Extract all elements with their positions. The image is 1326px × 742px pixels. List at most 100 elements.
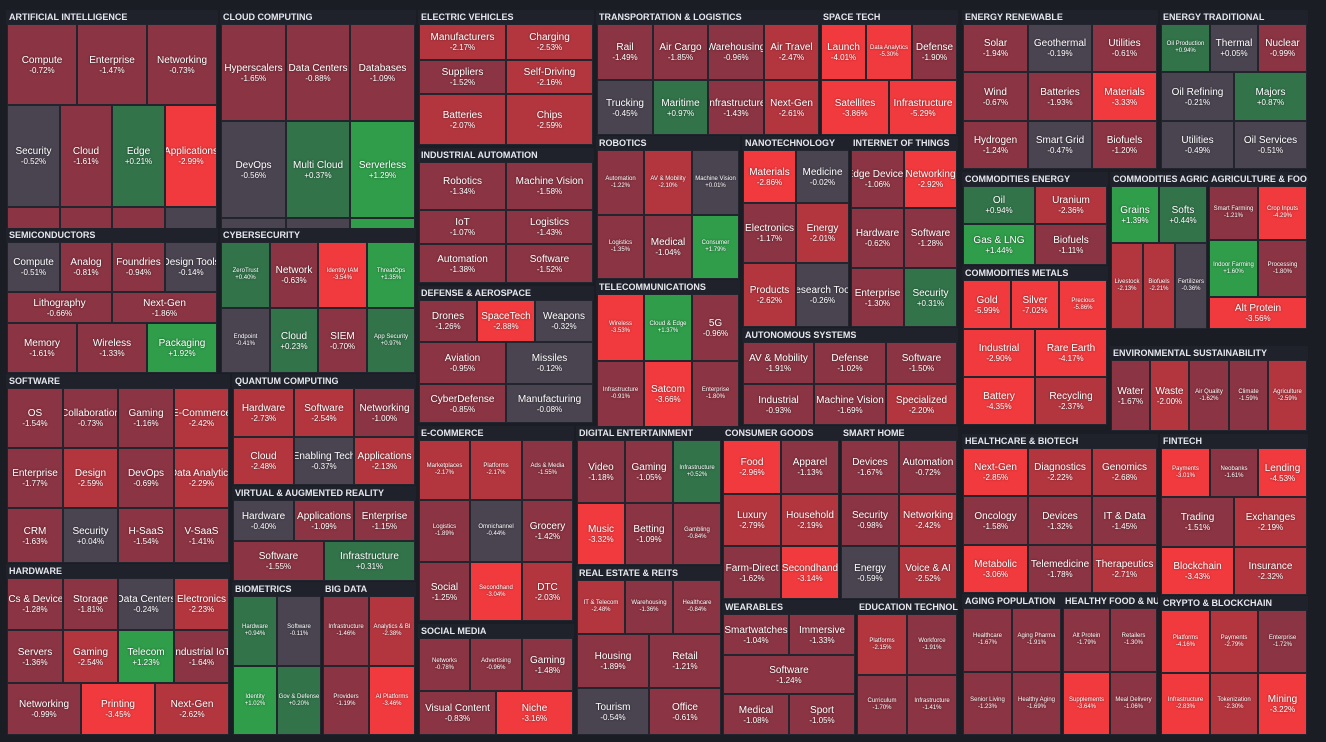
tile-precious[interactable]: Precious -5.86% [1059,280,1107,329]
tile-networking[interactable]: Networking -2.92% [904,150,957,208]
tile-analytics-and-bi[interactable]: Analytics & BI -2.38% [369,596,415,666]
tile-design[interactable]: Design -2.59% [63,448,118,508]
tile-smart-farming[interactable]: Smart Farming -1.21% [1209,186,1258,240]
tile-gold[interactable]: Gold -5.99% [963,280,1011,329]
tile-ads-and-search[interactable]: Ads & Search-1.04% [7,207,60,228]
tile-dtc[interactable]: DTC -2.03% [522,562,573,621]
tile-enterprise[interactable]: Enterprise -1.77% [7,448,63,508]
tile-enterprise[interactable]: Enterprise -1.47% [77,24,147,105]
tile-edge-devices[interactable]: Edge Devices-1.06% [851,150,904,208]
tile-blockchain[interactable]: Blockchain -3.43% [1161,547,1234,595]
tile-housing[interactable]: Housing -1.89% [577,634,649,688]
tile-paas[interactable]: PaaS-0.52% [286,218,350,228]
tile-energy[interactable]: Energy -2.01% [796,203,849,263]
tile-lending[interactable]: Lending -4.53% [1258,448,1307,497]
tile-security[interactable]: Security +0.04% [63,508,118,563]
tile-devops[interactable]: DevOps -0.56% [221,121,286,218]
tile-retailers[interactable]: Retailers -1.30% [1110,608,1157,672]
tile-identity-iam[interactable]: Identity IAM -3.54% [318,242,367,308]
sector-title[interactable]: SEMICONDUCTORS [6,228,218,242]
tile-missiles[interactable]: Missiles -0.12% [506,342,593,384]
tile-spacetech[interactable]: SpaceTech -2.88% [477,300,535,342]
tile-waste[interactable]: Waste -2.00% [1150,360,1189,431]
tile-oil-production[interactable]: Oil Production +0.94% [1161,24,1210,72]
tile-specialized[interactable]: Specialized -2.20% [886,384,957,425]
tile-aviation[interactable]: Aviation -0.95% [419,342,506,384]
tile-databases[interactable]: Databases -1.09% [350,24,415,121]
sector-title[interactable]: SOFTWARE [6,374,230,388]
tile-5g[interactable]: 5G -0.96% [692,294,739,361]
tile-iot[interactable]: IoT -1.07% [419,210,506,244]
tile-secondhand[interactable]: Secondhand -3.14% [781,546,839,599]
tile-healthy-aging[interactable]: Healthy Aging -1.69% [1012,672,1061,735]
tile-threatops[interactable]: ThreatOps +1.35% [367,242,415,308]
sector-title[interactable]: CYBERSECURITY [220,228,416,242]
tile-design-tools[interactable]: Design Tools -0.14% [165,242,217,292]
tile-chips[interactable]: Chips -2.59% [506,94,593,145]
tile-hardware[interactable]: Hardware -0.62% [851,208,904,268]
tile-self-driving[interactable]: Self-Driving -2.16% [506,60,593,94]
tile-v-saas[interactable]: V-SaaS -1.41% [174,508,229,563]
sector-title[interactable]: COMMODITIES AGRIC [1110,172,1208,186]
tile-weapons[interactable]: Weapons -0.32% [535,300,593,342]
tile-payments[interactable]: Payments -3.01% [1161,448,1210,497]
tile-next-gen[interactable]: Next-Gen -1.86% [112,292,217,323]
tile-tourism[interactable]: Tourism -0.54% [577,688,649,735]
tile-network[interactable]: Network -0.63% [270,242,318,308]
tile-automation[interactable]: Automation -1.38% [419,244,506,283]
tile-automation[interactable]: Automation -1.22% [597,150,644,215]
tile-water[interactable]: Water -1.67% [1111,360,1150,431]
tile-models[interactable]: Models-1.32% [60,207,112,228]
tile-aging-pharma[interactable]: Aging Pharma -1.91% [1012,608,1061,672]
tile-climate[interactable]: Climate -1.59% [1229,360,1268,431]
tile-payments[interactable]: Payments -2.79% [1210,610,1258,673]
tile-manufacturers[interactable]: Manufacturers -2.17% [419,24,506,60]
tile-logistics[interactable]: Logistics -1.35% [597,215,644,279]
sector-title[interactable]: HEALTHCARE & BIOTECH [962,434,1158,448]
sector-title[interactable]: ENVIRONMENTAL SUSTAINABILITY [1110,346,1308,360]
tile-servers[interactable]: Servers -1.36% [7,630,63,683]
tile-rail[interactable]: Rail -1.49% [597,24,653,80]
tile-biofuels[interactable]: Biofuels -1.11% [1035,224,1107,265]
tile-data-analytics[interactable]: Data Analytics -5.30% [866,24,912,80]
tile-senior-living[interactable]: Senior Living -1.23% [963,672,1012,735]
tile-multi-cloud[interactable]: Multi Cloud +0.37% [286,121,350,218]
tile-devices[interactable]: Devices -1.67% [841,440,899,494]
tile-food[interactable]: Food -2.96% [723,440,781,494]
tile-identity[interactable]: Identity +1.02% [233,666,277,735]
tile-infrastructure[interactable]: Infrastructure +0.52% [673,440,721,503]
tile-batteries[interactable]: Batteries -1.93% [1028,72,1092,121]
tile-networking[interactable]: Networking -0.99% [7,683,81,735]
tile-networks[interactable]: Networks -0.78% [419,638,470,691]
tile-cloud[interactable]: Cloud -2.48% [233,437,294,485]
tile-gaming[interactable]: Gaming -1.05% [625,440,673,503]
tile-oil-services[interactable]: Oil Services -0.51% [1234,121,1307,169]
tile-energy[interactable]: Energy -0.59% [841,546,899,599]
tile-metabolic[interactable]: Metabolic -3.06% [963,545,1028,593]
tile-it-and-telecom[interactable]: IT & Telecom -2.48% [577,580,625,634]
tile-industrial[interactable]: Industrial -0.93% [743,384,814,425]
tile-compute[interactable]: Compute -0.51% [7,242,60,292]
tile-therapeutics[interactable]: Therapeutics -2.71% [1092,545,1157,593]
sector-title[interactable]: BIOMETRICS [232,582,322,596]
tile-healthcare[interactable]: Healthcare -0.84% [673,580,721,634]
tile-devops[interactable]: DevOps -0.69% [118,448,174,508]
tile-biofuels[interactable]: Biofuels -1.20% [1092,121,1157,169]
tile-next-gen[interactable]: Next-Gen -2.61% [764,80,819,135]
tile-security[interactable]: Security -0.98% [841,494,899,546]
tile-av-and-mobility[interactable]: AV & Mobility -1.91% [743,342,814,384]
tile-crop-inputs[interactable]: Crop Inputs -4.29% [1258,186,1307,240]
tile-immersive[interactable]: Immersive -1.33% [789,614,855,655]
tile-automation[interactable]: Automation -0.72% [899,440,957,494]
tile-warehousing[interactable]: Warehousing -0.96% [708,24,764,80]
tile-softs[interactable]: Softs +0.44% [1159,186,1207,243]
tile-trucking[interactable]: Trucking -0.45% [597,80,653,135]
tile-enabling-tech[interactable]: Enabling Tech -0.37% [294,437,354,485]
tile-cloud[interactable]: Cloud -1.61% [60,105,112,207]
tile-air-cargo[interactable]: Air Cargo -1.85% [653,24,708,80]
tile-it-and-data[interactable]: IT & Data -1.45% [1092,496,1157,545]
tile-networking[interactable]: Networking -2.42% [899,494,957,546]
tile-supplements[interactable]: Supplements -3.64% [1063,672,1110,735]
tile-defense[interactable]: Defense -1.90% [912,24,957,80]
tile-neobanks[interactable]: Neobanks -1.61% [1210,448,1258,497]
